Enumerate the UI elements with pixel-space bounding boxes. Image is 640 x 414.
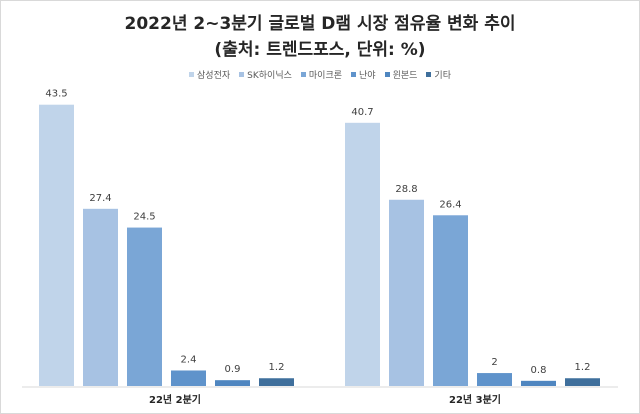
legend-label: 마이크론 <box>308 71 343 81</box>
legend-swatch <box>426 72 432 77</box>
bar <box>215 380 250 386</box>
legend-item: 마이크론 <box>300 68 343 81</box>
legend-item: 윈본드 <box>384 68 418 81</box>
legend-swatch <box>239 72 245 77</box>
chart-legend: 삼성전자 SK하이닉스 마이크론 난야 윈본드 기타 <box>0 68 640 81</box>
data-label: 1.2 <box>575 362 591 373</box>
data-label: 2.4 <box>181 354 197 365</box>
legend-label: SK하이닉스 <box>247 71 292 81</box>
bar <box>127 227 162 386</box>
bar <box>521 380 556 386</box>
data-label: 43.5 <box>45 89 67 100</box>
bar <box>39 104 74 386</box>
legend-swatch <box>384 72 390 77</box>
legend-label: 기타 <box>434 71 451 81</box>
legend-item: 기타 <box>426 68 451 81</box>
data-label: 0.8 <box>531 365 547 376</box>
chart-title: 2022년 2~3분기 글로벌 D램 시장 점유율 변화 추이 <box>124 14 516 34</box>
chart-subtitle: (출처: 트렌드포스, 단위: %) <box>214 40 426 60</box>
legend-label: 삼성전자 <box>197 71 231 81</box>
legend-item: 삼성전자 <box>189 68 230 81</box>
legend-label: 윈본드 <box>392 71 418 81</box>
legend-label: 난야 <box>359 71 376 81</box>
data-label: 24.5 <box>133 212 155 223</box>
bar <box>565 378 600 386</box>
data-label: 28.8 <box>395 184 417 195</box>
category-label: 22년 2분기 <box>149 393 201 406</box>
data-label: 2 <box>491 357 497 368</box>
bar <box>389 199 424 386</box>
bar <box>433 215 468 386</box>
data-label: 1.2 <box>269 362 285 373</box>
data-label: 0.9 <box>225 364 241 375</box>
legend-swatch <box>351 72 357 77</box>
category-label: 22년 3분기 <box>449 393 501 406</box>
legend-swatch <box>189 72 195 77</box>
bar <box>345 122 380 386</box>
bar <box>83 208 118 386</box>
data-label: 27.4 <box>89 193 111 204</box>
legend-item: 난야 <box>351 68 376 81</box>
bar <box>259 378 294 386</box>
bar <box>477 373 512 386</box>
legend-swatch <box>300 72 306 77</box>
data-label: 40.7 <box>351 107 373 118</box>
data-label: 26.4 <box>439 199 461 210</box>
bar <box>171 370 206 386</box>
legend-item: SK하이닉스 <box>239 68 292 81</box>
